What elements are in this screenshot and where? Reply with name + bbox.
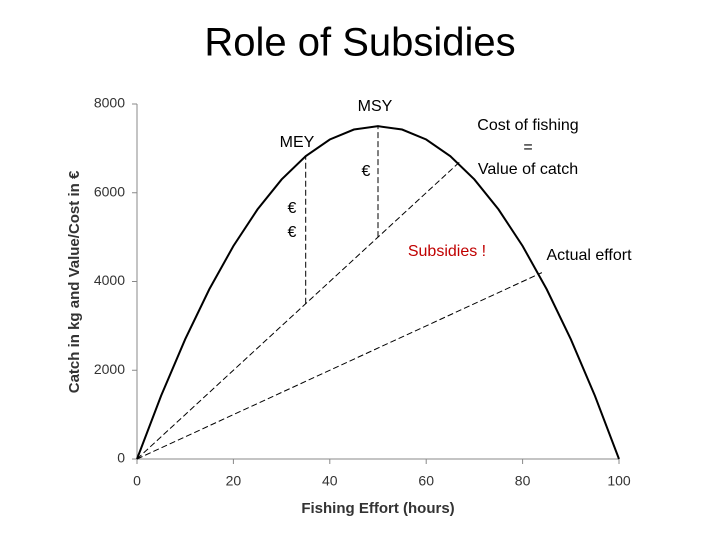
annotation: € (362, 163, 371, 180)
annotation: Value of catch (478, 161, 578, 178)
annotation: Subsidies ! (408, 243, 486, 260)
annotation: € (288, 224, 297, 241)
annotation: = (523, 139, 532, 156)
y-tick-label: 8000 (94, 95, 125, 111)
annotation: Actual effort (546, 247, 632, 264)
x-tick-label: 20 (226, 473, 242, 489)
x-tick-label: 40 (322, 473, 338, 489)
annotation: MSY (358, 98, 393, 115)
y-tick-label: 4000 (94, 272, 125, 288)
annotation: Cost of fishing (477, 117, 578, 134)
x-tick-label: 60 (418, 473, 434, 489)
x-tick-label: 80 (515, 473, 531, 489)
annotation: MEY (280, 134, 315, 151)
x-tick-label: 0 (133, 473, 141, 489)
x-tick-label: 100 (607, 473, 631, 489)
y-axis-title: Catch in kg and Value/Cost in € (66, 170, 83, 393)
dashed-line (136, 161, 461, 460)
y-tick-label: 6000 (94, 183, 125, 199)
y-tick-label: 2000 (94, 361, 125, 377)
chart-title: Role of Subsidies (204, 21, 515, 65)
x-axis-title: Fishing Effort (hours) (301, 500, 454, 517)
y-tick-label: 0 (117, 450, 125, 466)
dashed-line (136, 272, 543, 460)
annotation: € (288, 200, 297, 217)
